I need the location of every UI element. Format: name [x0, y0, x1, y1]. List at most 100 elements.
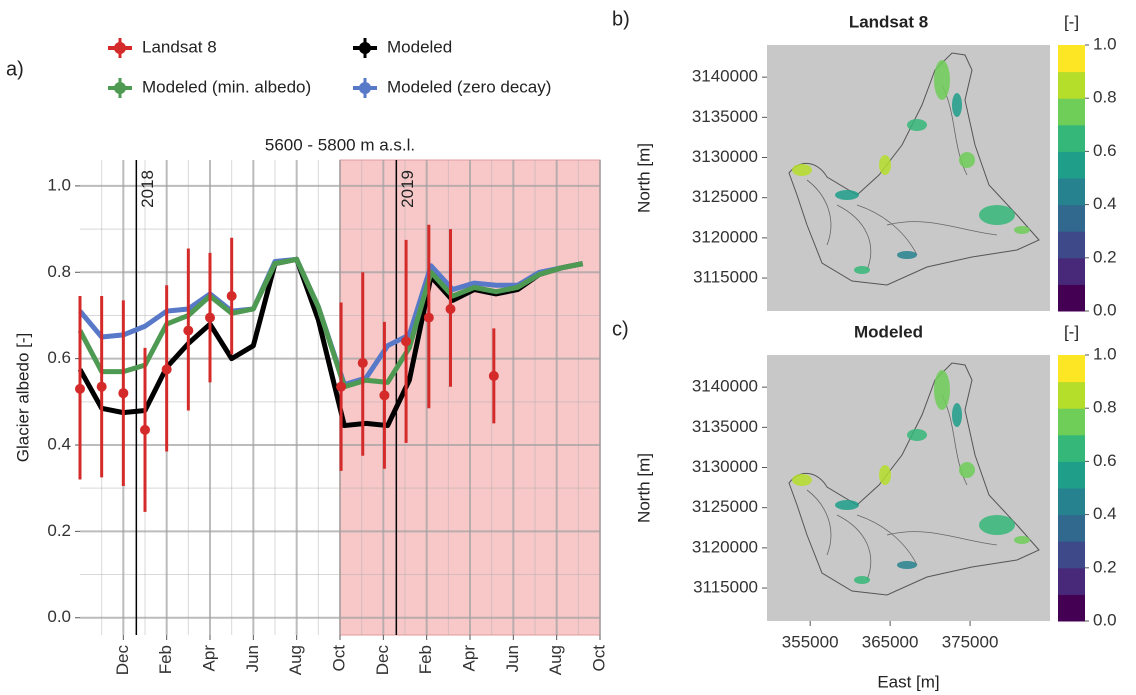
colorbar-segment [1058, 567, 1085, 595]
data-point [488, 370, 499, 381]
albedo-patch [897, 251, 917, 259]
data-point [140, 424, 150, 435]
year-label: 2018 [138, 170, 157, 208]
data-point [379, 390, 390, 401]
x-tick-label: Oct [329, 645, 348, 672]
map-title: Modeled [854, 322, 923, 341]
data-point [75, 383, 85, 394]
data-point [118, 388, 129, 399]
data-point [226, 291, 237, 302]
contour [836, 514, 871, 581]
year-label: 2019 [398, 170, 417, 208]
legend-item: Modeled [353, 37, 452, 58]
y-axis-label: North [m] [634, 143, 653, 213]
colorbar-segment [1058, 45, 1085, 73]
x-tick-label: Dec [113, 645, 132, 676]
colorbar-segment [1058, 381, 1085, 409]
x-tick-label: Aug [546, 645, 565, 675]
data-point [161, 364, 172, 375]
colorbar-segment [1058, 71, 1085, 99]
albedo-patch [879, 465, 891, 485]
colorbar-tick-label: 0.6 [1093, 141, 1117, 160]
contour [856, 514, 918, 566]
y-tick-label: 3140000 [692, 377, 758, 396]
y-axis-label: North [m] [634, 453, 653, 523]
legend-label: Modeled [387, 37, 452, 56]
series-line [77, 256, 584, 390]
albedo-patch [792, 164, 812, 176]
y-tick-label: 3115000 [693, 578, 758, 597]
y-tick-label: 3115000 [693, 268, 758, 287]
x-tick-label: Dec [373, 645, 392, 676]
colorbar-segment [1058, 355, 1085, 383]
x-tick-label: Jun [243, 645, 262, 672]
colorbar-segment [1058, 178, 1085, 206]
x-tick-label: Feb [416, 645, 435, 674]
y-tick-label: 3125000 [692, 497, 758, 516]
albedo-patch [907, 119, 927, 131]
colorbar-segment [1058, 284, 1085, 312]
legend-dot [359, 82, 371, 94]
x-tick-label: Oct [589, 645, 608, 672]
map-area [767, 355, 1050, 621]
x-tick-label: Apr [459, 645, 478, 672]
x-axis-label: East [m] [877, 672, 939, 691]
albedo-patch [934, 370, 950, 410]
colorbar-segment [1058, 488, 1085, 516]
albedo-patch [952, 93, 962, 117]
albedo-patch [835, 190, 859, 200]
y-tick-label: 3125000 [692, 187, 758, 206]
y-tick-label: 0.2 [47, 521, 71, 540]
y-axis-label: Glacier albedo [-] [13, 333, 32, 462]
legend-label: Modeled (zero decay) [387, 77, 551, 96]
colorbar-segment [1058, 461, 1085, 489]
colorbar-segment [1058, 204, 1085, 232]
data-point [336, 381, 347, 392]
data-point [445, 303, 456, 314]
contour [886, 531, 998, 546]
colorbar-tick-label: 0.8 [1093, 398, 1117, 417]
y-tick-label: 0.0 [47, 607, 71, 626]
y-tick-label: 3130000 [692, 457, 758, 476]
albedo-patch [854, 576, 870, 584]
legend-dot [114, 42, 126, 54]
y-tick-label: 3140000 [692, 67, 758, 86]
albedo-patch [854, 266, 870, 274]
legend-item: Modeled (zero decay) [353, 77, 551, 98]
data-point [205, 312, 215, 323]
glacier-outline [788, 362, 1040, 596]
albedo-patch [879, 155, 891, 175]
colorbar-tick-label: 0.0 [1093, 300, 1117, 319]
colorbar-label: [-] [1064, 12, 1079, 31]
colorbar-segment [1058, 408, 1085, 436]
colorbar-label: [-] [1064, 322, 1079, 341]
albedo-patch [934, 60, 950, 100]
y-tick-label: 0.6 [47, 348, 71, 367]
colorbar-segment [1058, 434, 1085, 462]
colorbar-tick-label: 0.8 [1093, 88, 1117, 107]
legend-dot [114, 82, 126, 94]
map-title: Landsat 8 [849, 12, 928, 31]
albedo-patch [959, 462, 975, 478]
legend-item: Landsat 8 [108, 37, 217, 58]
glacier [788, 362, 1040, 596]
colorbar-segment [1058, 98, 1085, 126]
colorbar-tick-label: 1.0 [1093, 344, 1117, 363]
colorbar-tick-label: 0.2 [1093, 247, 1117, 266]
colorbar-tick-label: 0.4 [1093, 504, 1117, 523]
colorbar-segment [1058, 594, 1085, 622]
albedo-patch [979, 205, 1015, 225]
y-tick-label: 3135000 [692, 107, 758, 126]
x-tick-label: Aug [286, 645, 305, 675]
colorbar-segment [1058, 231, 1085, 259]
colorbar-segment [1058, 257, 1085, 285]
colorbar-tick-label: 1.0 [1093, 34, 1117, 53]
contour [886, 221, 998, 236]
contour [836, 204, 871, 271]
colorbar-tick-label: 0.4 [1093, 194, 1117, 213]
albedo-patch [1014, 226, 1030, 234]
x-tick-label: 365000 [862, 632, 919, 651]
colorbar-tick-label: 0.0 [1093, 610, 1117, 629]
albedo-patch [979, 515, 1015, 535]
data-point [96, 381, 107, 392]
